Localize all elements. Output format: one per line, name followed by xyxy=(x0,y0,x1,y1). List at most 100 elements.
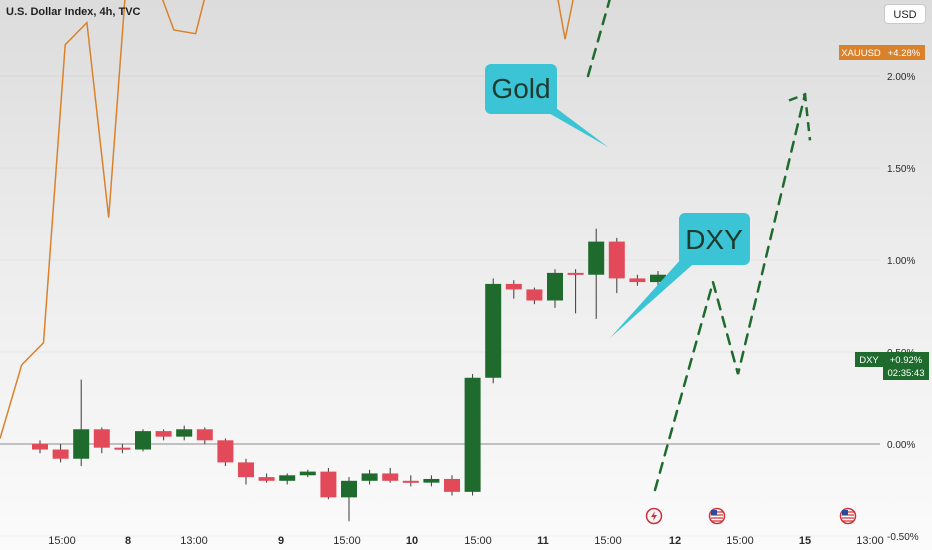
time-tick-label: 12 xyxy=(669,535,681,547)
time-tick-label: 13:00 xyxy=(856,535,884,547)
dxy-candle xyxy=(444,475,460,496)
candle-body xyxy=(299,471,316,476)
dxy-candle xyxy=(629,274,646,286)
dxy-candle xyxy=(135,429,151,452)
dxy-candle xyxy=(608,237,625,294)
candle-body xyxy=(217,440,234,463)
candle-body xyxy=(114,447,131,450)
dxy-candle xyxy=(196,427,213,444)
time-tick-label: 15:00 xyxy=(333,535,361,547)
gold-badge-name: XAUUSD xyxy=(841,48,881,59)
dxy-candle xyxy=(402,475,419,487)
gold-price-line xyxy=(0,0,574,439)
dxy-candle xyxy=(341,477,357,522)
dxy-price-badge: DXY +0.92% 02:35:43 xyxy=(855,352,929,380)
candle-body xyxy=(567,272,584,275)
dxy-callout-label: DXY xyxy=(685,224,743,255)
projection-arrowhead xyxy=(788,92,812,141)
candle-body xyxy=(52,449,69,459)
dxy-candle xyxy=(52,444,69,463)
time-axis[interactable]: 15:00 8 13:00 9 15:00 10 15:00 11 15:00 12 15:00 15… xyxy=(48,535,884,547)
time-tick-label: 13:00 xyxy=(180,535,208,547)
dxy-candle xyxy=(114,444,131,454)
candle-body xyxy=(320,471,337,498)
gold-callout-pointer xyxy=(540,108,608,147)
price-tick-label: 1.00% xyxy=(887,256,915,267)
candle-body xyxy=(279,475,296,481)
dxy-candle xyxy=(320,467,337,500)
dxy-candle xyxy=(485,278,502,384)
price-tick-label: 0.00% xyxy=(887,440,915,451)
dxy-candle xyxy=(547,269,563,308)
time-tick-label: 9 xyxy=(278,535,284,547)
candle-body xyxy=(361,473,378,481)
dxy-candle xyxy=(279,473,296,485)
candle-body xyxy=(93,429,110,448)
candle-body xyxy=(73,429,90,459)
dxy-candle xyxy=(299,469,316,478)
price-tick-label: 2.00% xyxy=(887,72,915,83)
candle-body xyxy=(547,272,563,301)
dxy-candle xyxy=(217,438,234,467)
candle-body xyxy=(176,429,193,437)
dxy-candle xyxy=(464,374,481,496)
projection-arrows xyxy=(586,0,812,492)
us-flag-event-icon[interactable] xyxy=(708,507,726,525)
time-tick-label: 15:00 xyxy=(726,535,754,547)
dxy-candle xyxy=(238,458,254,485)
dxy-callout-box xyxy=(679,213,750,265)
candle-body xyxy=(444,478,460,492)
time-tick-label: 15:00 xyxy=(594,535,622,547)
dxy-candle xyxy=(382,467,399,483)
time-tick-label: 15:00 xyxy=(48,535,76,547)
gridlines xyxy=(0,75,880,537)
gold-callout: Gold xyxy=(485,64,608,147)
candle-body xyxy=(341,480,357,498)
dxy-badge-countdown: 02:35:43 xyxy=(888,368,925,379)
gold-callout-box xyxy=(485,64,557,114)
projection-path xyxy=(653,93,807,492)
dxy-candle xyxy=(650,271,666,286)
candle-body xyxy=(155,431,172,437)
chart-title: U.S. Dollar Index, 4h, TVC xyxy=(6,6,141,18)
candle-body xyxy=(196,429,213,441)
dxy-candle xyxy=(73,379,90,467)
candle-body xyxy=(382,473,399,481)
dxy-candle xyxy=(567,269,584,314)
event-icons[interactable] xyxy=(645,507,857,525)
gold-callout-label: Gold xyxy=(491,73,550,104)
time-tick-label: 15 xyxy=(799,535,811,547)
dxy-candle xyxy=(361,469,378,485)
dxy-callout-pointer xyxy=(610,258,700,338)
price-axis[interactable]: 4.50%4.00%3.50%3.00%2.50%2.00%1.50%1.00%… xyxy=(887,0,919,543)
dxy-candle xyxy=(423,475,440,487)
candle-body xyxy=(608,241,625,279)
dxy-candle xyxy=(155,429,172,441)
candle-body xyxy=(505,283,522,290)
candle-body xyxy=(402,480,419,483)
dxy-candle xyxy=(176,425,193,441)
currency-button[interactable]: USD xyxy=(884,4,926,24)
dxy-candle xyxy=(32,440,48,454)
candle-body xyxy=(32,444,48,450)
dxy-callout: DXY xyxy=(610,213,750,338)
time-tick-label: 8 xyxy=(125,535,131,547)
candle-body xyxy=(423,478,440,483)
candle-body xyxy=(650,274,666,283)
candle-body xyxy=(464,377,481,492)
gold-price-badge: XAUUSD +4.28% xyxy=(839,45,925,60)
candle-body xyxy=(258,477,275,481)
dxy-candle xyxy=(258,473,275,483)
candle-body xyxy=(526,289,543,301)
gold-badge-value: +4.28% xyxy=(888,48,921,59)
us-flag-event-icon[interactable] xyxy=(839,507,857,525)
candle-body xyxy=(629,278,646,283)
dxy-badge-name: DXY xyxy=(859,355,879,366)
projection-path xyxy=(586,0,611,78)
dxy-candle xyxy=(588,228,605,319)
lightning-event-icon[interactable] xyxy=(645,507,663,525)
price-tick-label: -0.50% xyxy=(887,532,919,543)
candle-body xyxy=(588,241,605,275)
dxy-candles xyxy=(32,228,666,522)
